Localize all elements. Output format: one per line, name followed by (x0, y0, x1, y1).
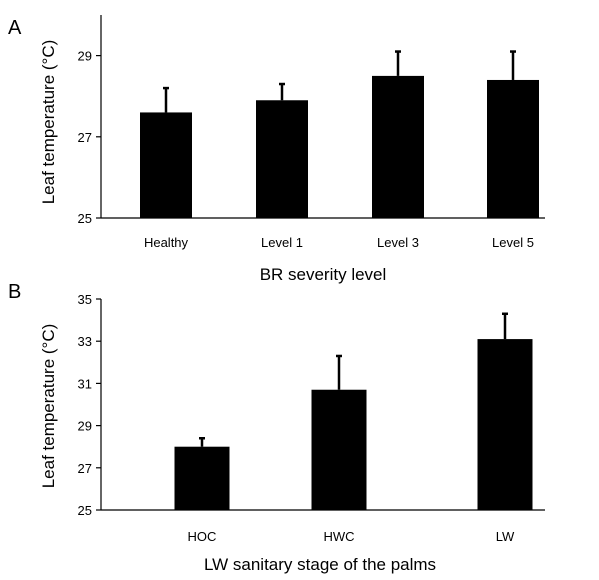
x-axis-title-a: BR severity level (260, 265, 387, 284)
marks-a: 25 27 29 Healthy Level 1 Level 3 Level 5 (78, 15, 545, 250)
y-tick-label-a: 25 (78, 211, 92, 226)
bar-a (372, 75, 424, 219)
marks-b: 25 27 29 31 33 35 HOC HWC LW (78, 292, 545, 544)
y-axis-title-a: Leaf temperature (°C) (39, 40, 58, 205)
bar-b (311, 389, 367, 510)
y-tick-label-a: 27 (78, 130, 92, 145)
x-tick-label-a: Level 1 (261, 235, 303, 250)
x-axis-title-b: LW sanitary stage of the palms (204, 555, 436, 574)
x-tick-label-b: LW (496, 529, 515, 544)
y-axis-title-b: Leaf temperature (°C) (39, 324, 58, 489)
chart-panel-a: A Leaf temperature (°C) BR severity leve… (8, 15, 545, 284)
bar-a (256, 100, 308, 218)
panel-letter-b: B (8, 281, 21, 303)
y-tick-label-b: 35 (78, 292, 92, 307)
x-tick-label-b: HOC (188, 529, 217, 544)
bar-b (174, 446, 230, 510)
panel-letter-a: A (8, 17, 22, 39)
y-tick-label-b: 31 (78, 376, 92, 391)
x-tick-label-a: Level 3 (377, 235, 419, 250)
bar-a (140, 112, 192, 218)
x-tick-label-a: Healthy (144, 235, 189, 250)
y-tick-label-b: 25 (78, 503, 92, 518)
chart-panel-b: B Leaf temperature (°C) LW sanitary stag… (8, 281, 545, 574)
bar-b (477, 339, 533, 510)
y-tick-label-b: 29 (78, 419, 92, 434)
y-tick-label-a: 29 (78, 49, 92, 64)
y-tick-label-b: 27 (78, 461, 92, 476)
x-tick-label-b: HWC (323, 529, 354, 544)
bar-a (487, 79, 539, 219)
x-tick-label-a: Level 5 (492, 235, 534, 250)
y-tick-label-b: 33 (78, 334, 92, 349)
